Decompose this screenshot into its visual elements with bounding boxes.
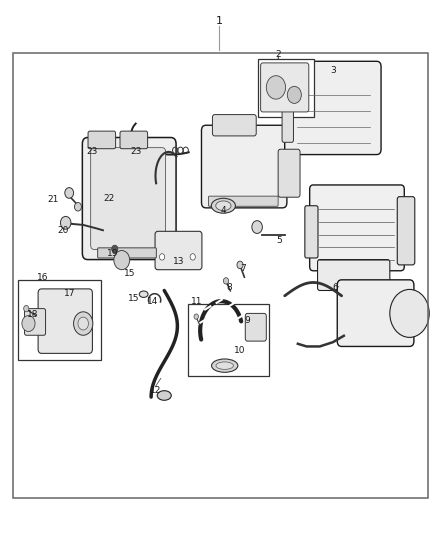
FancyBboxPatch shape xyxy=(261,63,309,112)
FancyBboxPatch shape xyxy=(361,282,397,312)
Text: 10: 10 xyxy=(234,346,246,354)
Text: 21: 21 xyxy=(47,196,58,204)
Circle shape xyxy=(78,317,88,330)
Text: 8: 8 xyxy=(226,284,233,292)
Text: 3: 3 xyxy=(330,66,336,75)
FancyBboxPatch shape xyxy=(25,309,46,335)
FancyBboxPatch shape xyxy=(397,197,415,265)
Circle shape xyxy=(266,76,286,99)
Bar xyxy=(258,59,314,117)
Text: 14: 14 xyxy=(147,297,158,306)
FancyBboxPatch shape xyxy=(282,93,293,142)
FancyBboxPatch shape xyxy=(120,131,148,149)
FancyBboxPatch shape xyxy=(82,138,176,260)
FancyBboxPatch shape xyxy=(208,196,278,206)
FancyBboxPatch shape xyxy=(155,231,202,270)
Circle shape xyxy=(223,278,229,284)
FancyBboxPatch shape xyxy=(318,260,390,290)
Circle shape xyxy=(194,314,198,319)
Text: 6: 6 xyxy=(332,283,338,292)
Bar xyxy=(18,280,101,360)
Text: 20: 20 xyxy=(58,227,69,235)
Text: 22: 22 xyxy=(103,195,115,203)
Text: 17: 17 xyxy=(64,289,75,298)
Circle shape xyxy=(237,261,243,269)
Ellipse shape xyxy=(139,291,148,297)
FancyBboxPatch shape xyxy=(245,313,266,341)
Text: 1: 1 xyxy=(215,17,223,26)
Circle shape xyxy=(65,188,74,198)
FancyBboxPatch shape xyxy=(337,280,414,346)
Circle shape xyxy=(159,254,165,260)
Text: 13: 13 xyxy=(173,257,184,265)
Text: 16: 16 xyxy=(37,273,48,282)
Text: 15: 15 xyxy=(128,294,139,303)
Circle shape xyxy=(190,254,195,260)
FancyBboxPatch shape xyxy=(201,125,287,208)
Bar xyxy=(188,304,269,376)
Text: 15: 15 xyxy=(124,269,136,278)
Text: 19: 19 xyxy=(107,249,118,258)
Text: 18: 18 xyxy=(27,310,39,319)
Circle shape xyxy=(22,316,35,332)
FancyBboxPatch shape xyxy=(38,289,92,353)
Circle shape xyxy=(112,245,118,253)
FancyBboxPatch shape xyxy=(98,248,156,258)
Circle shape xyxy=(60,216,71,229)
Ellipse shape xyxy=(157,391,171,400)
FancyBboxPatch shape xyxy=(305,206,318,258)
Circle shape xyxy=(252,221,262,233)
Circle shape xyxy=(74,203,81,211)
FancyBboxPatch shape xyxy=(91,148,166,249)
Text: 2: 2 xyxy=(276,50,281,59)
Text: 23: 23 xyxy=(130,148,141,156)
Text: 11: 11 xyxy=(191,297,202,305)
Text: 9: 9 xyxy=(244,317,251,325)
FancyBboxPatch shape xyxy=(285,61,381,155)
Ellipse shape xyxy=(211,198,236,213)
Text: 7: 7 xyxy=(240,264,246,273)
Text: 23: 23 xyxy=(87,148,98,156)
FancyBboxPatch shape xyxy=(212,115,256,136)
Circle shape xyxy=(74,312,93,335)
FancyBboxPatch shape xyxy=(278,149,300,197)
Text: 5: 5 xyxy=(276,237,282,245)
Circle shape xyxy=(24,305,29,312)
Circle shape xyxy=(390,289,429,337)
Circle shape xyxy=(287,86,301,103)
Text: 12: 12 xyxy=(150,386,161,395)
FancyBboxPatch shape xyxy=(88,131,116,149)
Ellipse shape xyxy=(216,362,233,369)
Bar xyxy=(13,53,428,498)
Ellipse shape xyxy=(212,359,238,372)
Ellipse shape xyxy=(215,201,231,211)
Circle shape xyxy=(114,251,130,270)
FancyBboxPatch shape xyxy=(310,185,404,271)
Text: 4: 4 xyxy=(221,206,226,215)
